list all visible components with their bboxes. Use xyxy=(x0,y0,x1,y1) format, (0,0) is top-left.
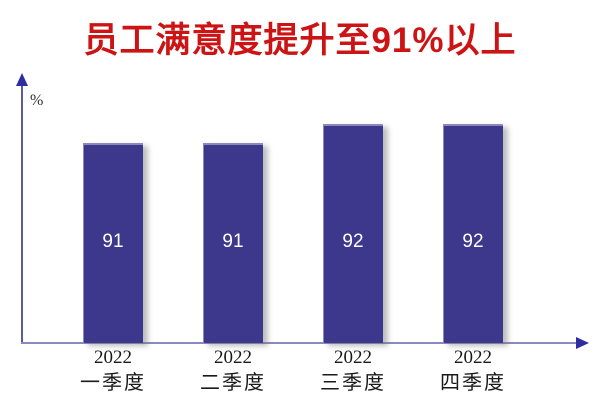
y-axis-line xyxy=(21,84,23,343)
bar: 92 xyxy=(323,124,383,343)
bar-value-label: 92 xyxy=(462,231,484,252)
x-axis-label-quarter: 三季度 xyxy=(320,372,386,394)
bar: 91 xyxy=(83,143,143,343)
x-axis-label-quarter: 四季度 xyxy=(440,372,506,394)
bar: 92 xyxy=(443,124,503,343)
x-axis-label: 2022 二季度 xyxy=(173,347,293,395)
x-axis-label: 2022 三季度 xyxy=(293,347,413,395)
bar: 91 xyxy=(203,143,263,343)
x-axis-arrow-icon xyxy=(576,337,589,349)
bar-value-label: 91 xyxy=(102,231,124,252)
bar-value-label: 92 xyxy=(342,231,364,252)
y-axis-unit-label: % xyxy=(30,92,44,109)
bar-value-label: 91 xyxy=(222,231,244,252)
x-axis-label: 2022 一季度 xyxy=(53,347,173,395)
x-axis-label-year: 2022 xyxy=(94,347,132,368)
x-axis-label-quarter: 二季度 xyxy=(200,372,266,394)
x-axis-label-year: 2022 xyxy=(334,347,372,368)
y-axis-arrow-icon xyxy=(16,73,28,86)
x-axis-label: 2022 四季度 xyxy=(413,347,533,395)
x-axis-label-year: 2022 xyxy=(454,347,492,368)
x-axis-label-quarter: 一季度 xyxy=(80,372,146,394)
chart-title: 员工满意度提升至91%以上 xyxy=(83,21,517,60)
x-axis-line xyxy=(21,342,578,344)
x-axis-label-year: 2022 xyxy=(214,347,252,368)
